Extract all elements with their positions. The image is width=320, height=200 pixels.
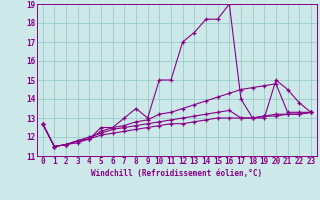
X-axis label: Windchill (Refroidissement éolien,°C): Windchill (Refroidissement éolien,°C): [91, 169, 262, 178]
